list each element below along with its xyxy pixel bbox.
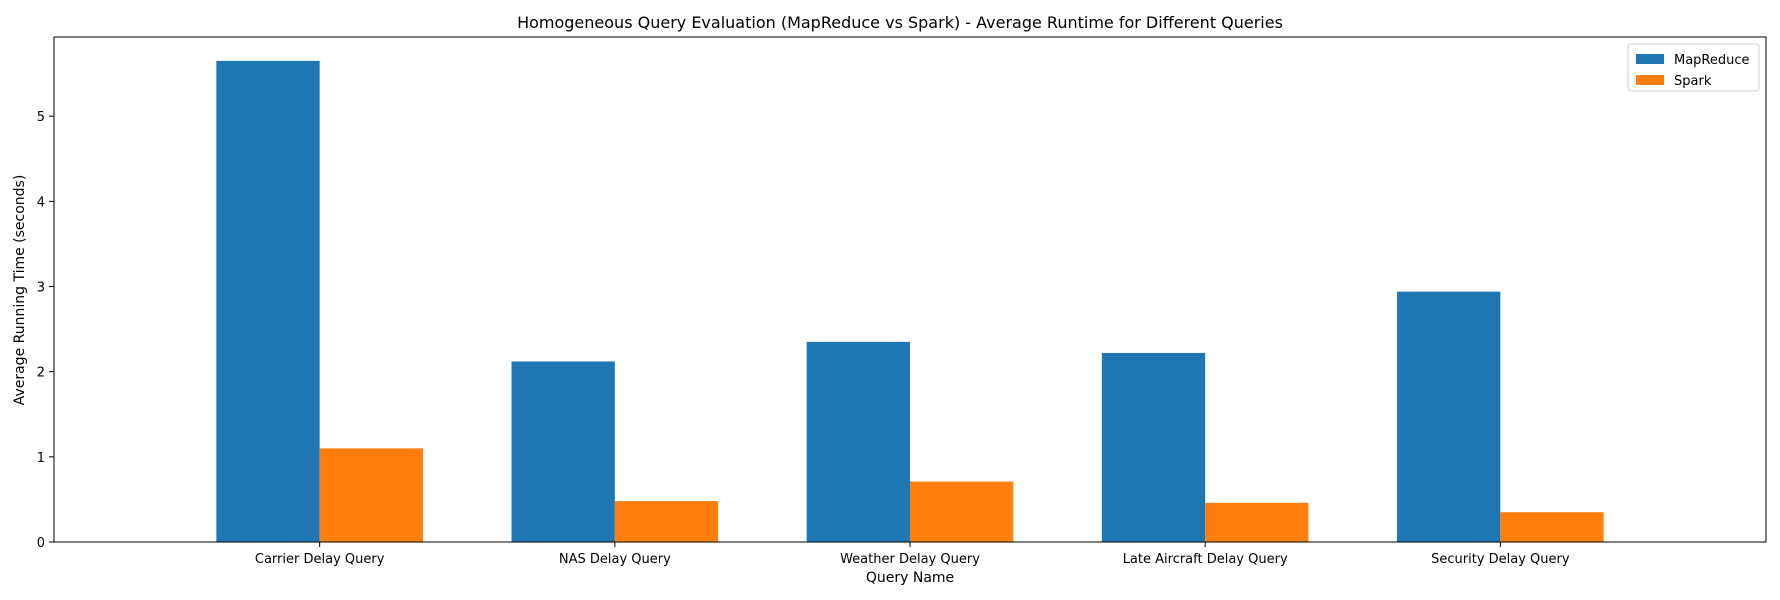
bar-mapreduce-3: [1101, 352, 1206, 542]
y-tick-label: 3: [37, 281, 45, 296]
bars-layer: [216, 60, 1604, 543]
legend-swatch-mapreduce: [1636, 54, 1664, 64]
x-axis-label: Query Name: [866, 570, 954, 586]
bar-mapreduce-2: [806, 341, 910, 542]
y-tick-label: 2: [37, 366, 45, 381]
y-tick-label: 1: [37, 451, 45, 466]
y-tick-label: 5: [37, 110, 45, 125]
bar-spark-2: [910, 481, 1014, 542]
x-tick-label: Carrier Delay Query: [255, 552, 385, 567]
y-tick-label: 0: [37, 536, 45, 551]
bar-spark-1: [614, 501, 719, 542]
legend-label-mapreduce: MapReduce: [1674, 53, 1750, 68]
chart-title: Homogeneous Query Evaluation (MapReduce …: [517, 13, 1283, 32]
bar-mapreduce-4: [1397, 291, 1501, 542]
legend-swatch-spark: [1636, 75, 1664, 85]
x-tick-label: NAS Delay Query: [559, 552, 671, 567]
x-tick-label: Late Aircraft Delay Query: [1123, 552, 1288, 567]
x-tick-label: Weather Delay Query: [840, 552, 980, 567]
bar-spark-0: [319, 448, 423, 542]
bar-mapreduce-0: [216, 60, 320, 543]
bar-mapreduce-1: [511, 361, 615, 542]
y-axis: 0 1 2 3 4 5: [37, 110, 54, 551]
x-tick-label: Security Delay Query: [1431, 552, 1570, 567]
y-axis-label: Average Running Time (seconds): [12, 175, 28, 406]
bar-spark-4: [1500, 512, 1604, 542]
legend: MapReduce Spark: [1627, 43, 1760, 92]
bar-spark-3: [1205, 502, 1309, 542]
legend-label-spark: Spark: [1674, 74, 1712, 89]
y-tick-label: 4: [37, 195, 45, 210]
x-axis: Carrier Delay Query NAS Delay Query Weathe…: [255, 542, 1570, 567]
